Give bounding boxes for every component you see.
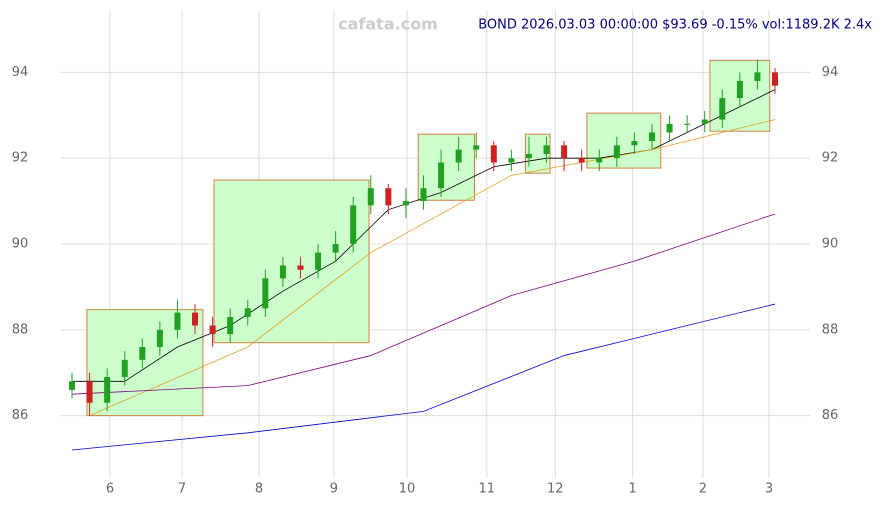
y2-tick-label: 86 xyxy=(822,408,839,423)
x-tick-label: 12 xyxy=(547,482,564,497)
candle-body xyxy=(772,72,778,86)
y-tick-label: 92 xyxy=(12,151,29,166)
candle-body xyxy=(121,359,128,378)
candle-body xyxy=(86,381,93,403)
x-tick-label: 9 xyxy=(330,482,338,497)
range-box xyxy=(417,133,475,201)
candle-body xyxy=(420,188,427,202)
y-tick-label: 88 xyxy=(12,322,29,337)
candle-body xyxy=(139,346,146,360)
candle-body xyxy=(684,123,691,125)
candle-body xyxy=(104,377,111,403)
x-tick-label: 2 xyxy=(699,482,707,497)
candle-body xyxy=(754,72,761,81)
candle-body xyxy=(508,158,515,163)
candle-body xyxy=(402,201,409,206)
candle-body xyxy=(297,265,304,270)
candle-body xyxy=(455,149,462,163)
candle-body xyxy=(736,80,743,99)
y-tick-label: 90 xyxy=(12,237,29,252)
candle-body xyxy=(279,265,286,279)
x-tick-label: 10 xyxy=(399,482,416,497)
y2-tick-label: 94 xyxy=(822,65,839,80)
candle-body xyxy=(596,158,603,163)
y-tick-label: 86 xyxy=(12,408,29,423)
candle-body xyxy=(719,98,726,120)
candle-body xyxy=(525,153,532,159)
x-tick-label: 11 xyxy=(478,482,495,497)
candle-body xyxy=(69,381,75,390)
y-tick-label: 94 xyxy=(12,65,29,80)
candle-body xyxy=(156,329,163,347)
x-tick-label: 3 xyxy=(765,482,773,497)
candle-body xyxy=(262,278,269,309)
candle-body xyxy=(648,132,655,142)
candle-body xyxy=(367,188,374,206)
candle-body xyxy=(209,325,216,335)
candle-body xyxy=(613,145,620,159)
candle-body xyxy=(350,205,357,244)
x-tick-label: 7 xyxy=(178,482,186,497)
candle-body xyxy=(192,312,199,326)
range-box xyxy=(213,179,370,344)
candle-body xyxy=(578,158,585,163)
candle-body xyxy=(561,145,568,159)
chart-title: BOND 2026.03.03 00:00:00 $93.69 -0.15% v… xyxy=(478,18,872,33)
candle-body xyxy=(543,145,550,154)
candle-body xyxy=(315,252,322,270)
candle-body xyxy=(244,308,251,317)
candle-body xyxy=(227,316,234,335)
candle-body xyxy=(332,244,339,253)
x-tick-label: 1 xyxy=(629,482,637,497)
candle-body xyxy=(438,162,445,189)
candle-body xyxy=(631,141,638,146)
x-tick-label: 6 xyxy=(106,482,114,497)
candle-body xyxy=(701,119,708,124)
watermark: cafata.com xyxy=(338,15,438,34)
indicator-line xyxy=(71,213,776,395)
x-tick-label: 8 xyxy=(255,482,263,497)
candle-body xyxy=(473,145,480,150)
candle-body xyxy=(385,188,392,206)
candle-body xyxy=(666,123,673,133)
candle-body xyxy=(490,145,497,163)
y2-tick-label: 88 xyxy=(822,322,839,337)
y2-tick-label: 92 xyxy=(822,151,839,166)
y2-tick-label: 90 xyxy=(822,237,839,252)
indicator-line xyxy=(71,303,776,451)
candle-body xyxy=(174,312,181,330)
indicator-line xyxy=(89,119,776,417)
